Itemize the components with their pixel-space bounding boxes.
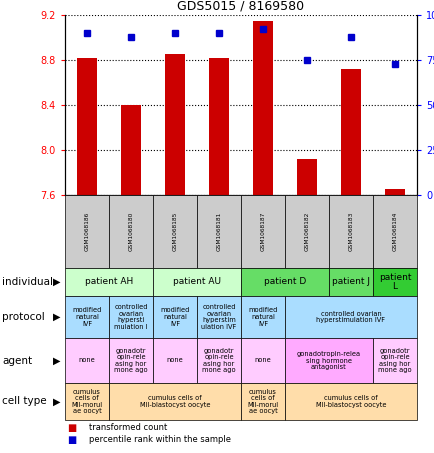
Text: GSM1068182: GSM1068182 (304, 212, 309, 251)
Text: patient D: patient D (263, 278, 306, 286)
Text: agent: agent (2, 356, 32, 366)
Text: gonadotr
opin-rele
asing hor
mone ago: gonadotr opin-rele asing hor mone ago (202, 348, 235, 373)
Text: cumulus
cells of
MII-morul
ae oocyt: cumulus cells of MII-morul ae oocyt (247, 389, 278, 414)
Text: ▶: ▶ (53, 312, 60, 322)
Text: cell type: cell type (2, 396, 47, 406)
Text: patient AU: patient AU (173, 278, 220, 286)
Text: modified
natural
IVF: modified natural IVF (248, 308, 277, 327)
Text: GSM1068184: GSM1068184 (391, 212, 397, 251)
Text: GSM1068186: GSM1068186 (84, 212, 89, 251)
Text: GSM1068181: GSM1068181 (216, 212, 221, 251)
Text: controlled
ovarian
hypersti
mulation I: controlled ovarian hypersti mulation I (114, 304, 148, 330)
Text: gonadotropin-relea
sing hormone
antagonist: gonadotropin-relea sing hormone antagoni… (296, 351, 360, 370)
Bar (296, 159, 316, 195)
Text: ▶: ▶ (53, 396, 60, 406)
Title: GDS5015 / 8169580: GDS5015 / 8169580 (177, 0, 304, 12)
Bar (209, 58, 228, 195)
Text: ■: ■ (67, 435, 76, 445)
Text: GSM1068183: GSM1068183 (348, 212, 353, 251)
Text: controlled
ovarian
hyperstim
ulation IVF: controlled ovarian hyperstim ulation IVF (201, 304, 236, 330)
Bar (340, 69, 360, 195)
Text: patient AH: patient AH (85, 278, 133, 286)
Text: patient
L: patient L (378, 273, 410, 291)
Bar (253, 21, 272, 195)
Bar (77, 58, 97, 195)
Text: cumulus
cells of
MII-morul
ae oocyt: cumulus cells of MII-morul ae oocyt (71, 389, 102, 414)
Text: transformed count: transformed count (89, 424, 167, 433)
Text: GSM1068180: GSM1068180 (128, 212, 133, 251)
Text: cumulus cells of
MII-blastocyst oocyte: cumulus cells of MII-blastocyst oocyte (315, 395, 385, 408)
Text: ▶: ▶ (53, 277, 60, 287)
Text: none: none (166, 357, 183, 363)
Bar (384, 189, 404, 195)
Text: ▶: ▶ (53, 356, 60, 366)
Text: gonadotr
opin-rele
asing hor
mone ago: gonadotr opin-rele asing hor mone ago (377, 348, 411, 373)
Text: cumulus cells of
MII-blastocyst oocyte: cumulus cells of MII-blastocyst oocyte (139, 395, 210, 408)
Text: none: none (79, 357, 95, 363)
Text: controlled ovarian
hyperstimulation IVF: controlled ovarian hyperstimulation IVF (316, 311, 385, 323)
Text: GSM1068187: GSM1068187 (260, 212, 265, 251)
Text: patient J: patient J (331, 278, 369, 286)
Bar (121, 105, 141, 195)
Text: protocol: protocol (2, 312, 45, 322)
Text: modified
natural
IVF: modified natural IVF (72, 308, 102, 327)
Bar (165, 54, 184, 195)
Text: gonadotr
opin-rele
asing hor
mone ago: gonadotr opin-rele asing hor mone ago (114, 348, 148, 373)
Text: ■: ■ (67, 423, 76, 433)
Text: none: none (254, 357, 271, 363)
Text: GSM1068185: GSM1068185 (172, 212, 177, 251)
Text: percentile rank within the sample: percentile rank within the sample (89, 435, 230, 444)
Text: modified
natural
IVF: modified natural IVF (160, 308, 189, 327)
Text: individual: individual (2, 277, 53, 287)
